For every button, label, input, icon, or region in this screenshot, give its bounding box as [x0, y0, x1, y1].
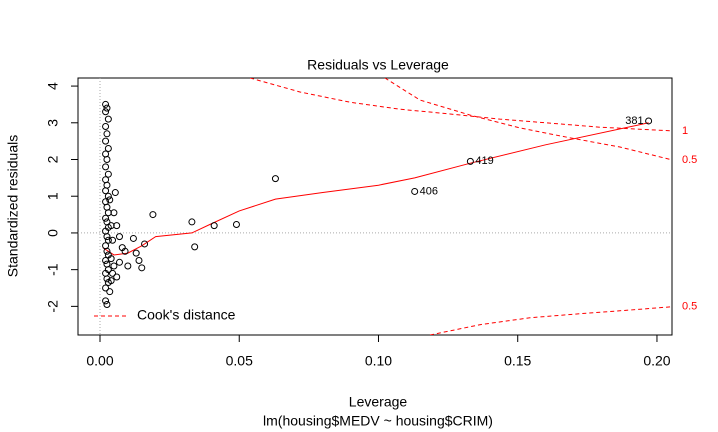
point	[102, 163, 110, 171]
point-label: 381	[625, 115, 643, 127]
legend-label: Cook's distance	[137, 307, 236, 323]
point-label: 406	[420, 185, 438, 197]
point	[149, 211, 157, 219]
point	[132, 249, 140, 257]
cooks-contour	[429, 306, 672, 335]
point	[104, 192, 112, 200]
point	[232, 220, 240, 228]
point	[210, 222, 218, 230]
y-axis-label: Standardized residuals	[5, 135, 21, 277]
point	[110, 262, 118, 270]
smooth-line	[102, 122, 649, 256]
point	[107, 277, 115, 285]
x-tick-label: 0.05	[226, 353, 253, 369]
point	[645, 117, 653, 125]
x-axis-label: Leverage	[349, 394, 408, 410]
point	[107, 255, 115, 263]
y-tick-label: 2	[45, 155, 61, 163]
point	[102, 187, 110, 195]
point	[121, 247, 129, 255]
x-tick-label: 0.20	[643, 353, 670, 369]
point	[124, 262, 132, 270]
point	[102, 108, 110, 116]
y-tick-label: 1	[45, 192, 61, 200]
chart-title: Residuals vs Leverage	[307, 57, 449, 73]
y-tick-label: 4	[45, 82, 61, 90]
point	[466, 157, 474, 165]
point	[102, 122, 110, 130]
y-tick-label: 3	[45, 119, 61, 127]
point	[111, 189, 119, 197]
point	[115, 233, 123, 241]
point	[113, 222, 121, 230]
cooks-contour	[384, 78, 672, 161]
y-tick-label: -2	[45, 300, 61, 313]
cooks-contour	[249, 78, 672, 132]
point	[103, 156, 111, 164]
point	[110, 209, 118, 217]
point	[103, 247, 111, 255]
point	[135, 256, 143, 264]
y-tick-label: 0	[45, 229, 61, 237]
point	[103, 233, 111, 241]
x-tick-label: 0.10	[365, 353, 392, 369]
point	[102, 137, 110, 145]
point	[104, 115, 112, 123]
subtitle: lm(housing$MEDV ~ housing$CRIM)	[263, 413, 493, 429]
point	[138, 264, 146, 272]
point	[113, 273, 121, 281]
plot-area	[78, 78, 672, 335]
cooks-contour-label: 0.5	[682, 301, 697, 313]
point	[102, 284, 110, 292]
point	[102, 214, 110, 222]
point	[103, 301, 111, 309]
point	[102, 297, 110, 305]
point	[104, 144, 112, 152]
cooks-contour-label: 0.5	[682, 154, 697, 166]
plot-frame	[77, 77, 673, 336]
point	[411, 187, 419, 195]
point	[103, 275, 111, 283]
x-tick-label: 0.15	[504, 353, 531, 369]
point	[109, 269, 117, 277]
point	[103, 104, 111, 112]
point	[141, 240, 149, 248]
point	[129, 234, 137, 242]
point	[106, 196, 114, 204]
point	[104, 236, 112, 244]
point	[109, 236, 117, 244]
point-label: 419	[475, 155, 493, 167]
point	[271, 175, 279, 183]
cooks-contour-label: 1	[682, 125, 688, 137]
point	[115, 258, 123, 266]
point	[102, 100, 110, 108]
point	[103, 130, 111, 138]
y-tick-label: -1	[45, 263, 61, 276]
point	[106, 288, 114, 296]
point	[188, 218, 196, 226]
point	[191, 243, 199, 251]
x-tick-label: 0.00	[86, 353, 113, 369]
point	[104, 170, 112, 178]
